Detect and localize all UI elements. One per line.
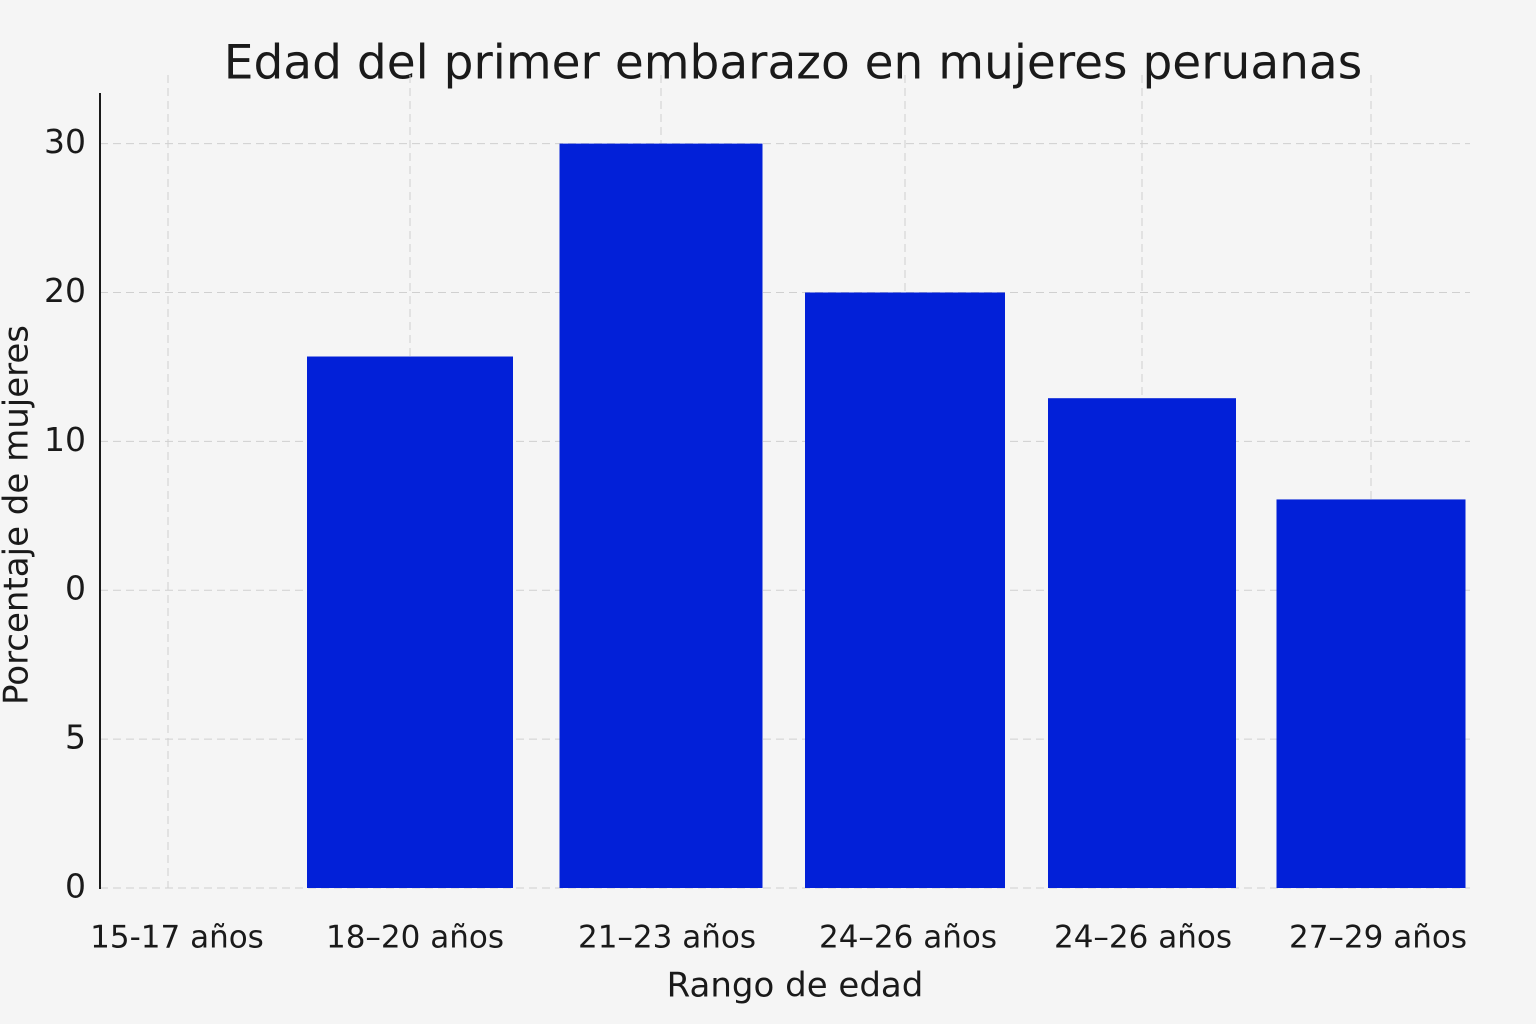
- x-tick-label: 21–23 años: [578, 920, 756, 956]
- y-tick-label: 10: [44, 420, 86, 459]
- x-tick-label: 24–26 años: [819, 920, 997, 956]
- x-tick-label: 15-17 años: [90, 920, 264, 956]
- x-axis-label: Rango de edad: [667, 966, 924, 1006]
- y-tick-label: 0: [65, 867, 86, 906]
- y-axis-label: Porcentaje de mujeres: [0, 325, 37, 705]
- y-tick-label: 5: [65, 718, 86, 757]
- bar: [805, 292, 1005, 888]
- bar: [1276, 499, 1466, 888]
- y-tick-label: 0: [65, 569, 86, 608]
- chart-title: Edad del primer embarazo en mujeres peru…: [224, 36, 1362, 91]
- y-tick-label: 20: [44, 271, 86, 310]
- y-tick-label: 30: [44, 122, 86, 161]
- x-tick-label: 27–29 años: [1289, 920, 1467, 956]
- x-tick-label: 24–26 años: [1054, 920, 1232, 956]
- bar: [1048, 398, 1236, 888]
- x-tick-label: 18–20 años: [326, 920, 504, 956]
- bar: [559, 143, 763, 888]
- bar: [307, 356, 513, 888]
- bars: [307, 143, 1466, 888]
